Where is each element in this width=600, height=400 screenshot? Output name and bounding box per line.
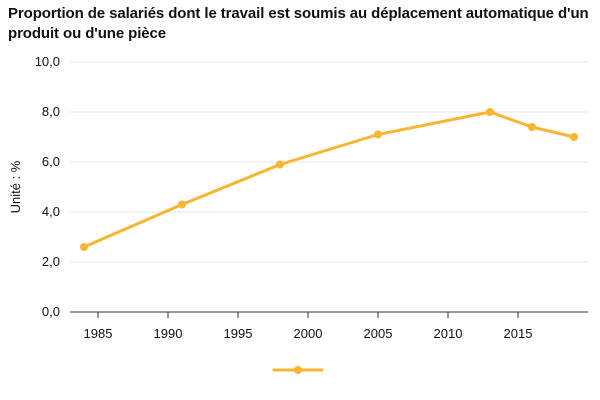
x-tick-label: 2005 <box>364 326 393 341</box>
y-axis-ticks: 0,0 2,0 4,0 6,0 8,0 10,0 <box>35 54 60 319</box>
x-tick-label: 2010 <box>434 326 463 341</box>
x-tick-label: 1990 <box>154 326 183 341</box>
y-tick-label: 4,0 <box>42 204 60 219</box>
x-tick-label: 1985 <box>84 326 113 341</box>
series-line <box>82 110 576 249</box>
y-axis-label: Unité : % <box>8 160 23 213</box>
series-points <box>80 108 578 251</box>
chart-title: Proportion de salariés dont le travail e… <box>8 5 589 42</box>
legend-marker <box>294 366 302 374</box>
data-point <box>570 133 578 141</box>
x-tick-label: 1995 <box>224 326 253 341</box>
data-point <box>178 200 186 209</box>
x-axis-ticks: 1985 1990 1995 2000 2005 2010 2015 <box>84 312 533 341</box>
y-tick-label: 0,0 <box>42 304 60 319</box>
data-point <box>80 243 88 251</box>
x-tick-label: 2015 <box>504 326 533 341</box>
series-lines <box>82 110 576 249</box>
x-tick-label: 2000 <box>294 326 323 341</box>
y-tick-label: 10,0 <box>35 54 60 69</box>
y-tick-label: 6,0 <box>42 154 60 169</box>
gridlines <box>70 61 588 263</box>
data-point <box>486 108 494 116</box>
data-point <box>528 123 536 131</box>
data-point <box>374 130 382 139</box>
data-point <box>276 160 284 169</box>
legend <box>272 366 324 374</box>
y-tick-label: 8,0 <box>42 104 60 119</box>
y-tick-label: 2,0 <box>42 254 60 269</box>
